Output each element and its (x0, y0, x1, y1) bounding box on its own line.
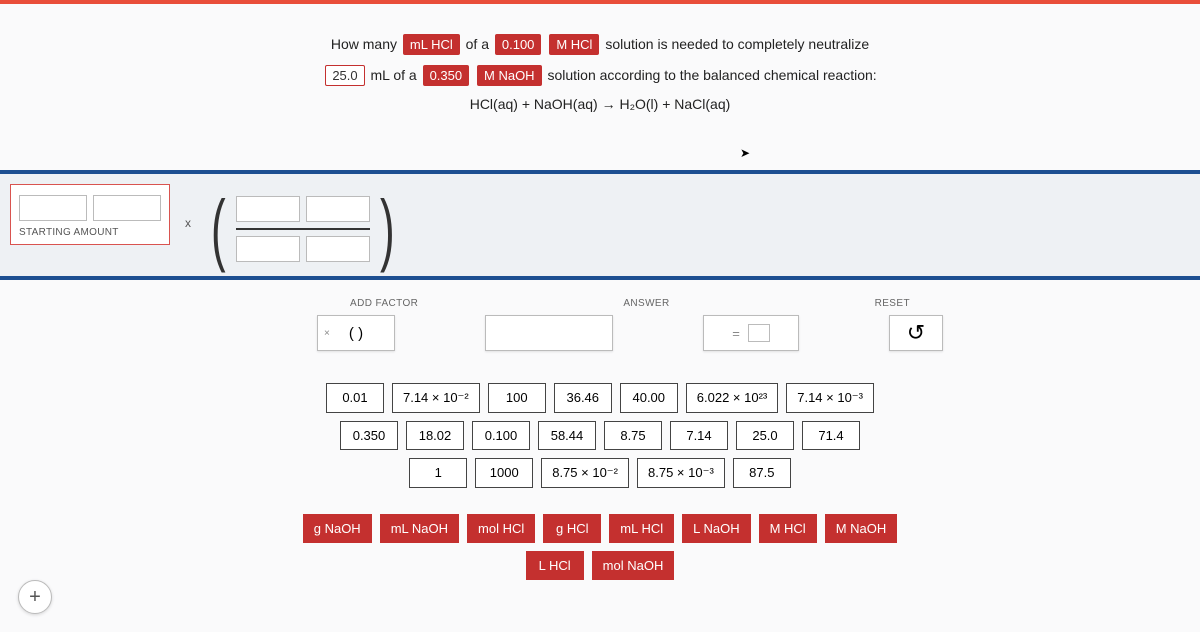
chip-0-100: 0.100 (495, 34, 542, 55)
chip-ml-hcl: mL HCl (403, 34, 460, 55)
tile[interactable]: 40.00 (620, 383, 678, 413)
tile[interactable]: 0.01 (326, 383, 384, 413)
tile[interactable]: 100 (488, 383, 546, 413)
starting-unit-slot[interactable] (93, 195, 161, 221)
tile[interactable]: mL HCl (609, 514, 674, 543)
tile[interactable]: 6.022 × 10²³ (686, 383, 778, 413)
answer-box[interactable]: = (703, 315, 799, 351)
q2-text-1: mL of a (371, 67, 417, 83)
factor-x-icon: × (324, 328, 330, 339)
denominator-value-slot[interactable] (236, 236, 300, 262)
tile[interactable]: 1000 (475, 458, 533, 488)
tile[interactable]: 7.14 (670, 421, 728, 450)
number-row-3: 1 1000 8.75 × 10⁻² 8.75 × 10⁻³ 87.5 (409, 458, 791, 488)
tile[interactable]: g NaOH (303, 514, 372, 543)
add-factor-label: ADD FACTOR (350, 298, 418, 309)
tile[interactable]: 7.14 × 10⁻² (392, 383, 480, 413)
q1-text-1: How many (331, 36, 397, 52)
question-line-1: How many mL HCl of a 0.100 M HCl solutio… (0, 34, 1200, 55)
chip-0-350: 0.350 (423, 65, 470, 86)
undo-icon: ↺ (907, 320, 925, 346)
add-step-button[interactable]: + (18, 580, 52, 614)
q1-text-3: solution is needed to completely neutral… (605, 36, 869, 52)
tile[interactable]: 8.75 × 10⁻² (541, 458, 629, 488)
tile[interactable]: 36.46 (554, 383, 612, 413)
number-row-1: 0.01 7.14 × 10⁻² 100 36.46 40.00 6.022 × 10²³… (326, 383, 874, 413)
chip-25-0: 25.0 (325, 65, 364, 86)
plus-icon: + (29, 586, 41, 609)
tile[interactable]: mol NaOH (592, 551, 675, 580)
tile[interactable]: mol HCl (467, 514, 535, 543)
starting-amount-box[interactable]: STARTING AMOUNT (10, 184, 170, 245)
tile[interactable]: 7.14 × 10⁻³ (786, 383, 874, 413)
tile[interactable]: 87.5 (733, 458, 791, 488)
factor-parens: ( ) (349, 325, 363, 342)
chip-m-hcl: M HCl (549, 34, 599, 55)
tile[interactable]: 25.0 (736, 421, 794, 450)
denominator-unit-slot[interactable] (306, 236, 370, 262)
q2-text-2: solution according to the balanced chemi… (547, 67, 876, 83)
numerator-value-slot[interactable] (236, 196, 300, 222)
tile[interactable]: 58.44 (538, 421, 596, 450)
reset-label: RESET (875, 298, 910, 309)
q1-text-2: of a (466, 36, 489, 52)
tile[interactable]: 8.75 (604, 421, 662, 450)
add-factor-button[interactable]: × ( ) (317, 315, 395, 351)
tile[interactable]: L HCl (526, 551, 584, 580)
number-row-2: 0.350 18.02 0.100 58.44 8.75 7.14 25.0 71.4 (340, 421, 860, 450)
answer-label: ANSWER (623, 298, 669, 309)
tile[interactable]: 71.4 (802, 421, 860, 450)
question-line-2: 25.0 mL of a 0.350 M NaOH solution accor… (0, 65, 1200, 86)
tiles-area: 0.01 7.14 × 10⁻² 100 36.46 40.00 6.022 × 10²³… (0, 383, 1200, 580)
reset-button[interactable]: ↺ (889, 315, 943, 351)
starting-amount-label: STARTING AMOUNT (19, 227, 161, 238)
multiply-symbol: x (185, 216, 191, 230)
answer-slot[interactable] (748, 324, 770, 342)
tile[interactable]: L NaOH (682, 514, 750, 543)
question-area: How many mL HCl of a 0.100 M HCl solutio… (0, 4, 1200, 130)
tile[interactable]: M NaOH (825, 514, 898, 543)
starting-value-slot[interactable] (19, 195, 87, 221)
paren-right: ) (380, 189, 395, 269)
tile[interactable]: 1 (409, 458, 467, 488)
tile[interactable]: mL NaOH (380, 514, 459, 543)
tile[interactable]: 0.100 (472, 421, 530, 450)
numerator-unit-slot[interactable] (306, 196, 370, 222)
unit-row-2: L HCl mol NaOH (526, 551, 675, 580)
equals-sign: = (732, 326, 740, 341)
cursor-icon: ➤ (740, 146, 750, 160)
fraction-bar (236, 228, 370, 230)
chip-m-naoh: M NaOH (477, 65, 542, 86)
tile[interactable]: 0.350 (340, 421, 398, 450)
tile[interactable]: g HCl (543, 514, 601, 543)
work-strip: STARTING AMOUNT x ( ) (0, 170, 1200, 280)
paren-left: ( (211, 189, 226, 269)
tile[interactable]: M HCl (759, 514, 817, 543)
tile[interactable]: 8.75 × 10⁻³ (637, 458, 725, 488)
unit-row-1: g NaOH mL NaOH mol HCl g HCl mL HCl L NaOH M H… (303, 514, 898, 543)
equation: HCl(aq) + NaOH(aq) → H₂O(l) + NaCl(aq) (0, 96, 1200, 112)
factor-drop-zone[interactable] (485, 315, 613, 351)
conversion-factor: ( ) (205, 182, 400, 276)
controls-area: ADD FACTOR ANSWER RESET × ( ) = ↺ 0.01 7.… (0, 280, 1200, 580)
tile[interactable]: 18.02 (406, 421, 464, 450)
